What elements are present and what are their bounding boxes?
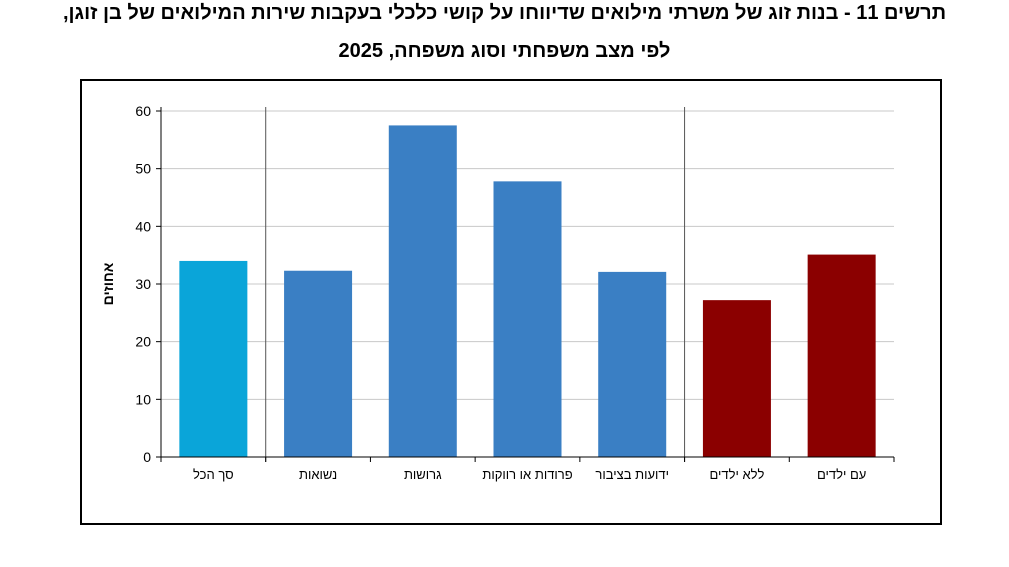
bar: [284, 270, 353, 457]
chart-frame: 0 10 20 30 40 50 60 סך הכל נשואות גרושות פרודות או…: [80, 79, 942, 525]
x-tick-label: פרודות או רווקות: [482, 467, 572, 482]
y-tick-label: 10: [135, 391, 151, 407]
y-axis-label: אחוזים: [100, 262, 116, 305]
x-tick-label: עם ילדים: [817, 467, 866, 482]
y-tick-label: 20: [135, 334, 151, 350]
bar: [702, 300, 771, 457]
bar: [807, 254, 876, 457]
y-tick-label: 0: [143, 449, 151, 465]
chart-title-line2: לפי מצב משפחתי וסוג משפחה, 2025: [338, 40, 671, 62]
x-tick-label: נשואות: [299, 467, 337, 482]
x-tick-label: סך הכל: [193, 467, 234, 482]
y-tick-label: 50: [135, 161, 151, 177]
bar: [493, 181, 562, 457]
y-tick-label: 60: [135, 103, 151, 119]
bar: [388, 125, 457, 457]
chart-title-line1: תרשים 11 - בנות זוג של משרתי מילואים שדי…: [62, 2, 947, 24]
y-tick-label: 30: [135, 276, 151, 292]
x-tick-label: גרושות: [404, 467, 442, 482]
bar-chart: 0 10 20 30 40 50 60 סך הכל נשואות גרושות פרודות או…: [100, 103, 895, 482]
bar: [598, 271, 667, 457]
x-tick-label: ללא ילדים: [710, 467, 765, 482]
bar: [179, 260, 248, 457]
y-tick-label: 40: [135, 218, 151, 234]
x-tick-label: ידועות בציבור: [595, 467, 669, 482]
